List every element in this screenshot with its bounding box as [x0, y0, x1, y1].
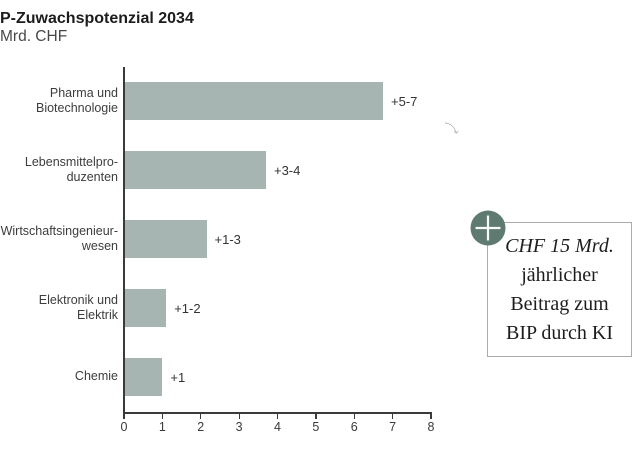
x-axis-tick: [315, 413, 317, 419]
x-axis-tick-label: 5: [312, 420, 320, 434]
annotation-line: Beitrag zum: [510, 292, 609, 315]
x-axis-tick: [353, 413, 355, 419]
annotation-line: CHF 15 Mrd.: [505, 234, 614, 257]
annotation-line: jährlicher: [521, 263, 598, 286]
bar: [124, 220, 207, 258]
category-label-line: Elektrik: [77, 308, 118, 322]
bar: [124, 151, 266, 189]
category-label: Lebensmittelpro-duzenten: [0, 151, 118, 189]
x-axis-tick-label: 4: [274, 420, 281, 434]
arrow-stem: [445, 122, 457, 133]
bar-value-label: +1-2: [174, 300, 201, 316]
category-label-line: duzenten: [66, 170, 118, 184]
chart-title: P-Zuwachspotenzial 2034: [0, 10, 194, 27]
category-label: Elektronik und Elektrik: [0, 289, 118, 327]
bar-row: Lebensmittelpro-duzenten +3-4: [0, 151, 460, 189]
category-label-line: Chemie: [74, 369, 118, 384]
x-axis-tick: [161, 413, 164, 419]
category-label-line: wesen: [81, 239, 118, 253]
bar: [124, 289, 167, 327]
bar-value-label: +1: [170, 369, 186, 385]
category-label: Wirtschaftsingenieur-wesen: [0, 220, 118, 258]
category-label-line: Biotechnologie: [35, 101, 118, 115]
x-axis-tick-label: 0: [120, 420, 128, 434]
x-axis-tick-label: 6: [350, 420, 358, 434]
bar: [124, 358, 163, 396]
y-axis-line: [123, 67, 125, 414]
x-axis-tick: [276, 413, 279, 419]
x-axis-line: [123, 412, 432, 414]
x-axis-tick: [200, 413, 202, 419]
category-label-line: Pharma und: [49, 85, 118, 100]
x-axis-tick-label: 7: [389, 420, 397, 434]
annotation-box: CHF 15 Mrd. jährlicher Beitrag zum BIP d…: [487, 222, 632, 357]
bar: [124, 82, 383, 120]
x-axis-tick-label: 8: [427, 420, 435, 434]
chart-header: P-Zuwachspotenzial 2034 Mrd. CHF: [0, 9, 194, 46]
bar-row: Wirtschaftsingenieur-wesen +1-3: [0, 220, 460, 258]
x-axis-tick: [123, 413, 125, 419]
plus-icon: [470, 210, 506, 246]
curved-arrow: [445, 122, 459, 134]
category-label-line: Lebensmittelpro-: [24, 154, 118, 169]
category-label: Chemie: [0, 358, 118, 396]
bar-value-label: +5-7: [391, 93, 418, 109]
x-axis-tick-label: 3: [235, 420, 243, 434]
bar-chart: Pharma und Biotechnologie +5-7 Lebensmittel…: [0, 67, 460, 434]
x-axis-tick-label: 2: [197, 420, 205, 434]
bar-value-label: +1-3: [214, 231, 241, 247]
category-label: Pharma und Biotechnologie: [0, 82, 118, 120]
x-axis-tick: [392, 413, 394, 419]
x-axis-tick: [430, 413, 432, 419]
bar-row: Pharma und Biotechnologie +5-7: [0, 82, 460, 120]
chart-unit-label: Mrd. CHF: [0, 28, 68, 45]
category-label-line: Wirtschaftsingenieur-: [0, 223, 118, 238]
bar-row: Chemie +1: [0, 358, 460, 396]
arrow-head: [453, 130, 459, 134]
x-axis-tick-label: 1: [158, 420, 166, 434]
bar-row: Elektronik und Elektrik +1-2: [0, 289, 460, 327]
category-label-line: Elektronik und: [38, 292, 118, 307]
annotation-line: BIP durch KI: [505, 321, 614, 344]
x-axis-tick: [238, 413, 240, 419]
bar-value-label: +3-4: [273, 162, 301, 178]
